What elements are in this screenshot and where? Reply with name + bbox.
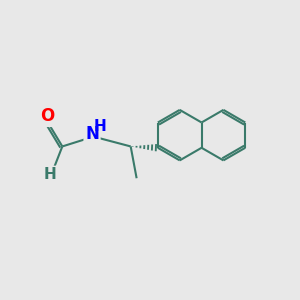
Text: N: N [85,125,99,143]
Text: H: H [44,167,57,182]
Text: O: O [40,107,55,125]
Text: H: H [94,119,106,134]
